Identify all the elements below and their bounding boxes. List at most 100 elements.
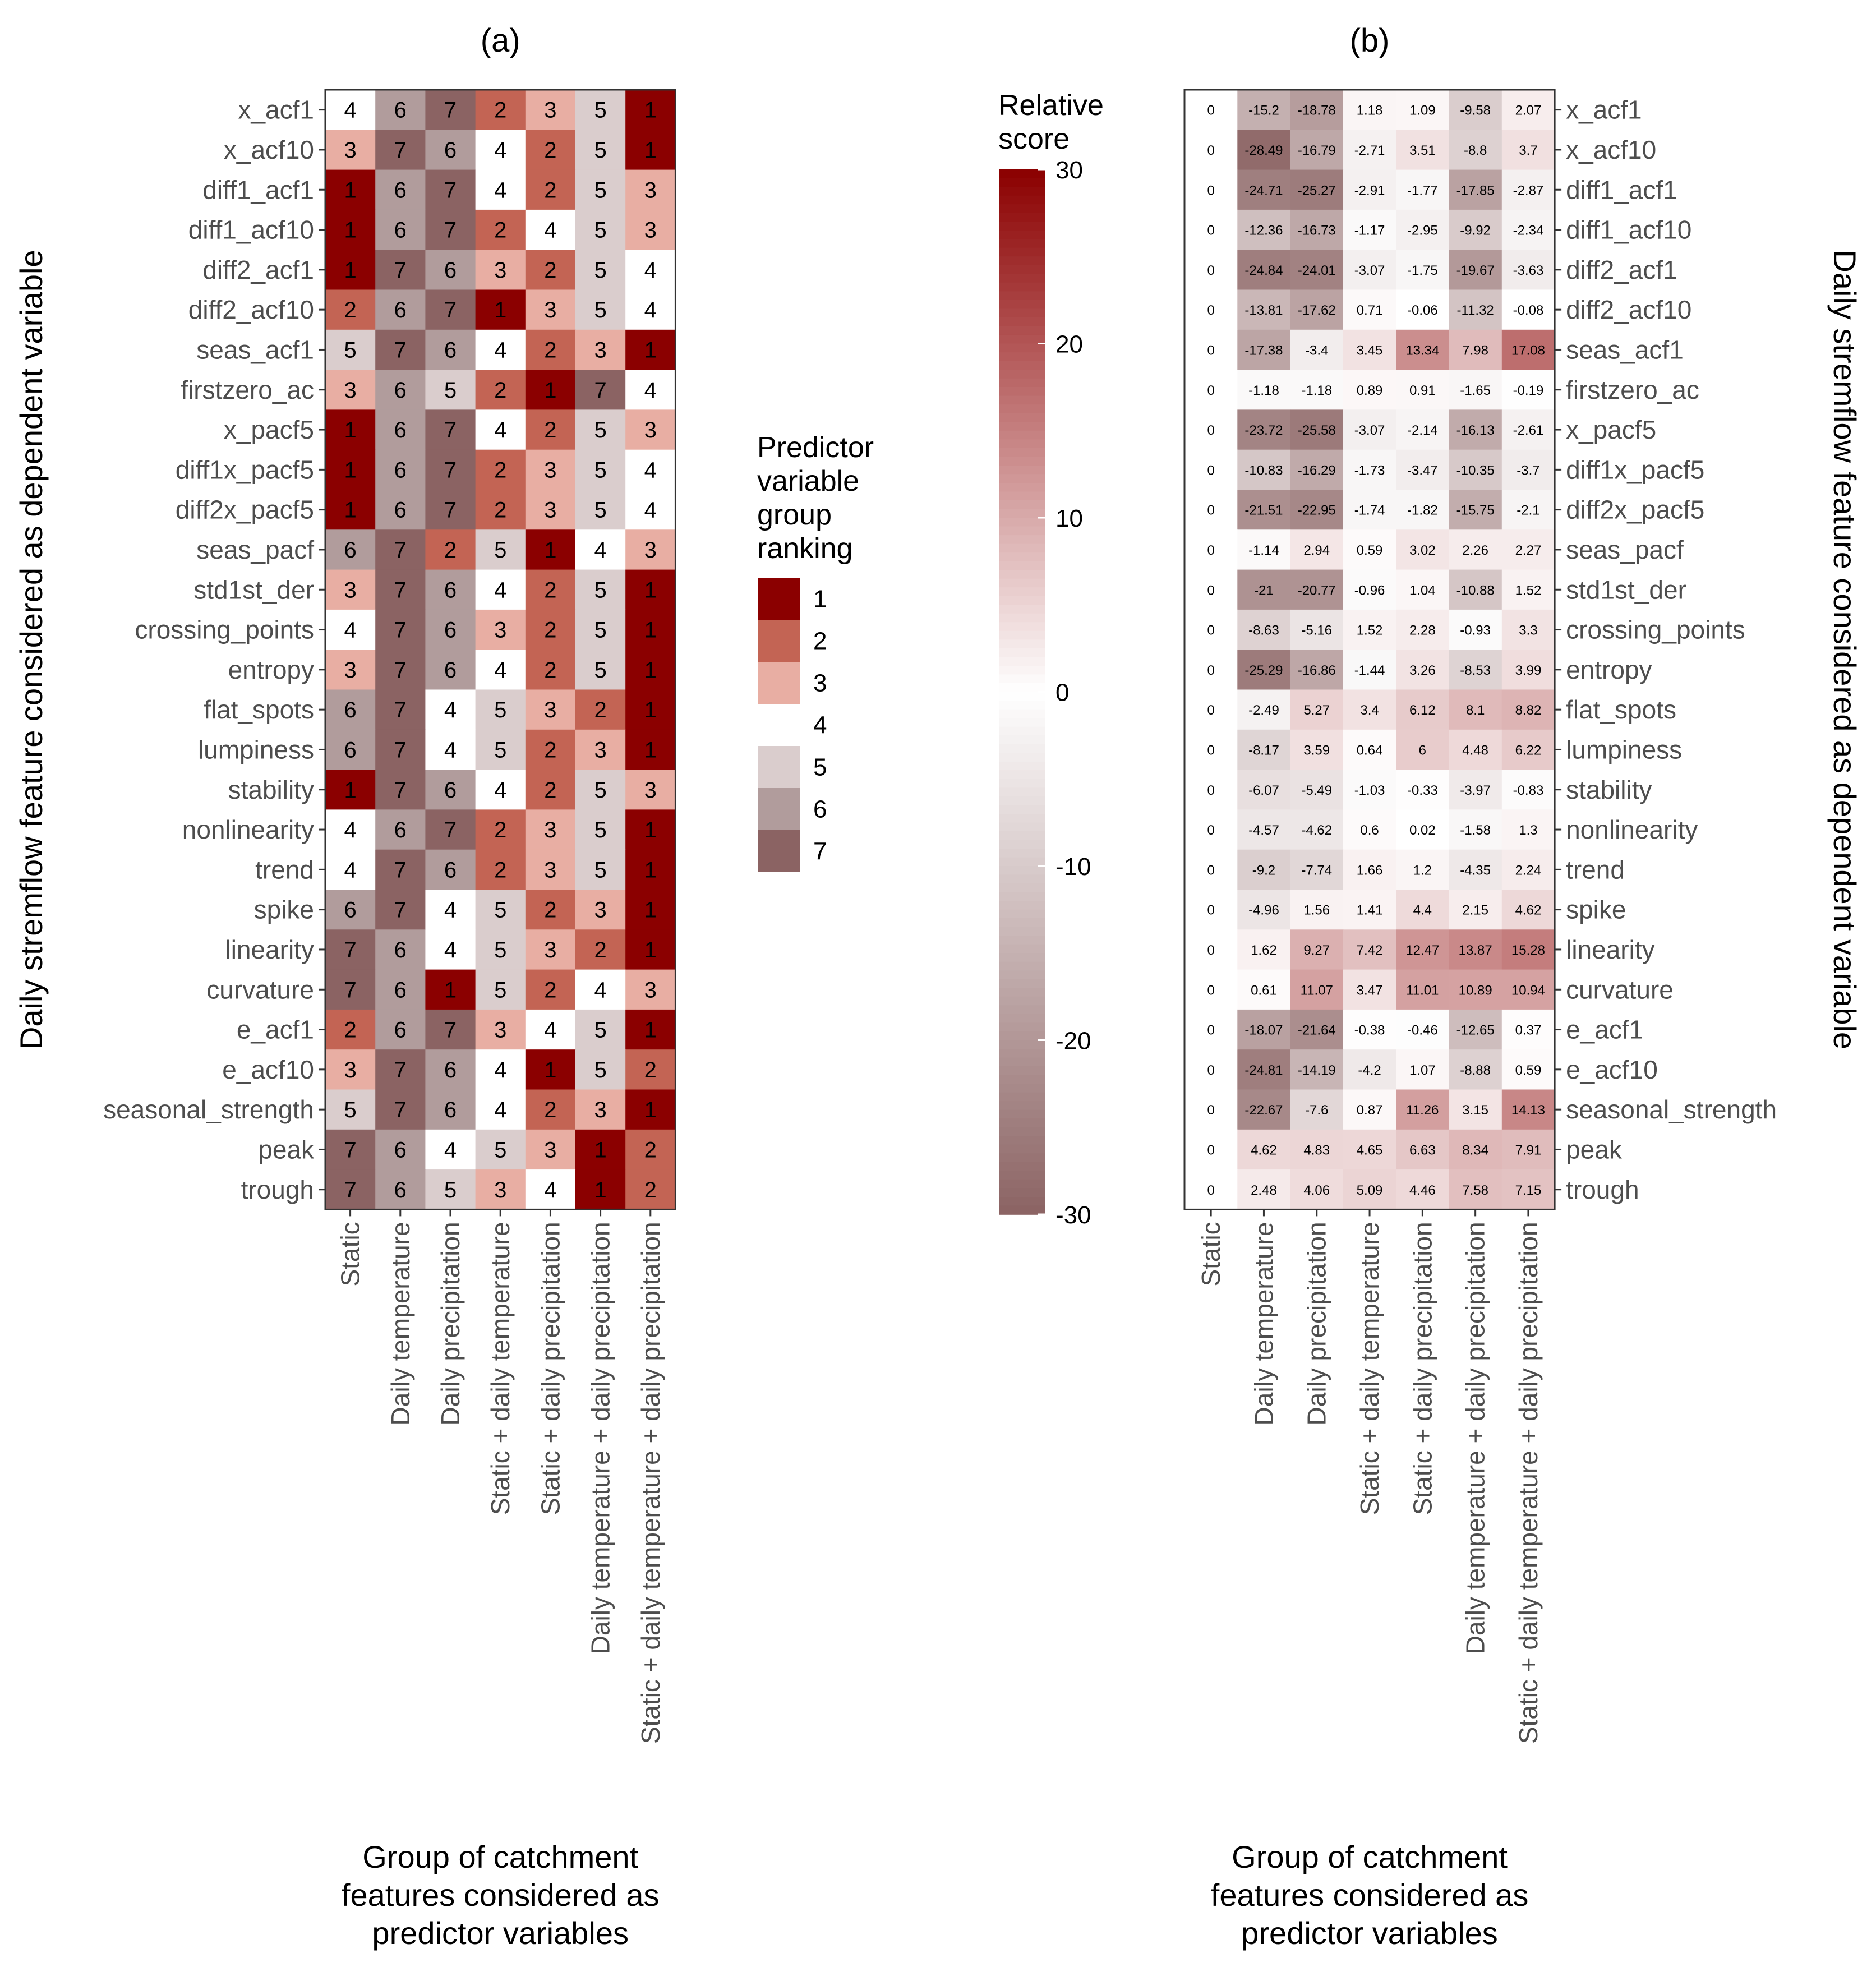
score-label: 1.04 — [1409, 583, 1436, 598]
rank-label: 7 — [344, 1178, 356, 1203]
score-cell — [1184, 1049, 1238, 1090]
rank-label: 7 — [394, 898, 407, 923]
score-label: 0 — [1207, 463, 1214, 478]
rank-label: 6 — [444, 858, 457, 882]
rank-cell — [475, 809, 526, 850]
score-label: -16.73 — [1298, 223, 1336, 238]
colorbar-segment — [999, 813, 1045, 823]
rank-label: 5 — [594, 458, 606, 482]
colorbar-segment — [999, 247, 1045, 257]
rank-label: 1 — [344, 178, 356, 202]
colorbar-segment — [999, 831, 1045, 841]
score-cell — [1343, 329, 1396, 370]
rank-cell — [525, 729, 576, 770]
rank-cell — [575, 1089, 626, 1130]
rank-cell — [375, 90, 426, 130]
rank-cell — [475, 490, 526, 530]
score-label: 0.91 — [1409, 383, 1436, 398]
colorbar-segment — [999, 787, 1045, 797]
rank-cell — [525, 409, 576, 450]
rank-label: 2 — [544, 658, 556, 683]
colorbar-segment — [999, 1031, 1045, 1041]
rank-cell — [475, 1009, 526, 1050]
score-cell — [1237, 490, 1291, 530]
colorbar-segment — [999, 169, 1045, 179]
rank-label: 4 — [494, 578, 506, 602]
score-label: -21 — [1254, 583, 1274, 598]
score-label: -10.35 — [1456, 463, 1495, 478]
colorbar-segment — [999, 491, 1045, 501]
rank-cell — [475, 409, 526, 450]
colorbar-tick-label: 30 — [1055, 156, 1083, 184]
score-label: -24.71 — [1244, 183, 1283, 198]
rank-label: 2 — [544, 258, 556, 283]
y-tick-label: diff2x_pacf5 — [176, 495, 314, 524]
score-cell — [1237, 1049, 1291, 1090]
y-tick-label: diff2_acf1 — [202, 255, 314, 284]
score-label: 0 — [1207, 263, 1214, 278]
rank-cell — [625, 250, 676, 291]
score-label: -10.83 — [1244, 463, 1283, 478]
rank-label: 2 — [444, 538, 457, 563]
rank-cell — [625, 849, 676, 890]
rank-cell — [575, 90, 626, 130]
score-label: 0 — [1207, 583, 1214, 598]
rank-label: 2 — [344, 298, 356, 323]
ranking-legend-label: 7 — [813, 838, 827, 865]
score-label: 0.87 — [1357, 1103, 1383, 1118]
rank-label: 1 — [344, 418, 356, 443]
score-label: -11.32 — [1457, 303, 1494, 318]
y-tick-label: flat_spots — [1566, 695, 1676, 724]
rank-label: 2 — [644, 1137, 657, 1162]
panel-b-title: (b) — [1350, 22, 1390, 59]
score-label: -3.97 — [1460, 783, 1491, 798]
rank-label: 7 — [394, 538, 407, 563]
rank-cell — [475, 1169, 526, 1210]
rank-cell — [475, 890, 526, 930]
score-label: 13.34 — [1405, 343, 1439, 358]
rank-cell — [525, 1169, 576, 1210]
score-cell — [1501, 449, 1555, 490]
score-label: -23.72 — [1244, 423, 1283, 438]
rank-cell — [325, 329, 376, 370]
score-cell — [1501, 250, 1555, 291]
colorbar-segment — [999, 657, 1045, 666]
score-cell — [1449, 1169, 1502, 1210]
score-cell — [1184, 409, 1238, 450]
score-label: 1.2 — [1413, 863, 1432, 878]
rank-label: 6 — [344, 538, 356, 563]
rank-cell — [575, 289, 626, 330]
score-label: -2.87 — [1513, 183, 1544, 198]
score-cell — [1184, 569, 1238, 610]
colorbar-segment — [999, 1188, 1045, 1197]
rank-cell — [525, 809, 576, 850]
y-tick-label: lumpiness — [1566, 735, 1682, 764]
score-label: -2.95 — [1407, 223, 1438, 238]
colorbar-segment — [999, 944, 1045, 954]
rank-cell — [325, 770, 376, 810]
rank-label: 5 — [594, 818, 606, 842]
score-label: -3.07 — [1354, 263, 1385, 278]
rank-cell — [525, 849, 576, 890]
rank-label: 2 — [494, 378, 506, 403]
rank-label: 2 — [544, 138, 556, 163]
score-cell — [1449, 1009, 1502, 1050]
panel-b-x-axis-title: Group of catchment features considered as… — [1211, 1839, 1529, 1951]
rank-label: 3 — [544, 938, 556, 962]
rank-cell — [475, 689, 526, 730]
score-cell — [1396, 250, 1450, 291]
score-label: -24.81 — [1244, 1063, 1283, 1078]
rank-label: 3 — [644, 218, 657, 243]
rank-label: 7 — [394, 338, 407, 362]
rank-cell — [575, 689, 626, 730]
score-label: 0 — [1207, 823, 1214, 838]
rank-label: 7 — [444, 458, 457, 482]
rank-label: 6 — [394, 1018, 407, 1043]
score-cell — [1501, 569, 1555, 610]
colorbar-segment — [999, 282, 1045, 292]
rank-label: 6 — [444, 1058, 457, 1083]
rank-label: 2 — [544, 738, 556, 762]
rank-label: 3 — [594, 1098, 606, 1122]
rank-label: 4 — [594, 978, 606, 1002]
